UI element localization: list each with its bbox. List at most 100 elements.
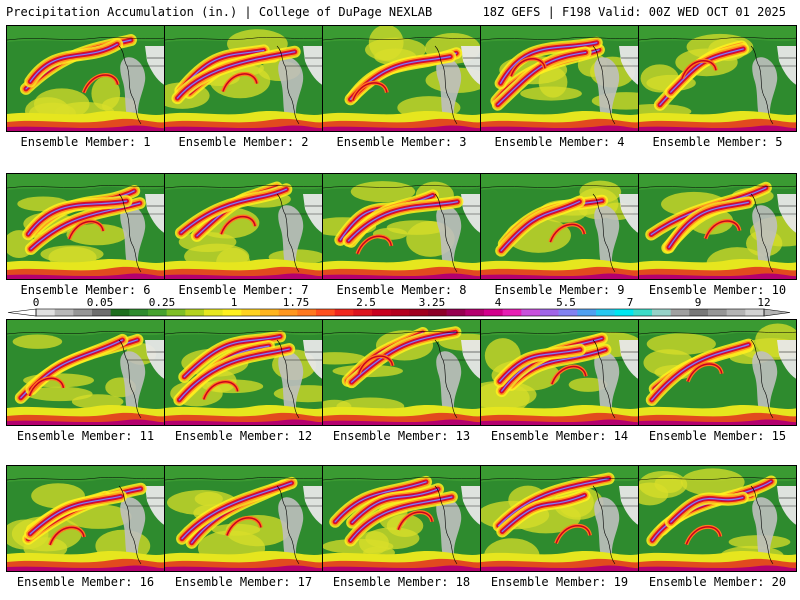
colorbar-swatch — [670, 309, 690, 316]
colorbar-tick-label: 5.5 — [556, 296, 576, 309]
precip-map — [323, 466, 480, 571]
colorbar-swatch — [372, 309, 391, 316]
ensemble-member-caption: Ensemble Member: 12 — [174, 429, 313, 443]
ensemble-member-caption: Ensemble Member: 3 — [336, 135, 467, 149]
ensemble-member-panel — [638, 465, 797, 572]
precip-map — [165, 466, 322, 571]
colorbar-swatch — [92, 309, 111, 316]
colorbar-swatch — [633, 309, 653, 316]
ensemble-member-panel — [638, 173, 797, 280]
colorbar-swatch — [540, 309, 559, 316]
ensemble-member-caption: Ensemble Member: 14 — [490, 429, 629, 443]
ensemble-member-panel — [480, 173, 639, 280]
colorbar-tick-label: 1 — [231, 296, 238, 309]
colorbar-tick-label: 0.05 — [87, 296, 114, 309]
ensemble-member-caption: Ensemble Member: 17 — [174, 575, 313, 589]
colorbar-tick-label: 3.25 — [419, 296, 446, 309]
colorbar-tick-label: 9 — [695, 296, 702, 309]
precip-map — [481, 26, 638, 131]
colorbar-swatch — [521, 309, 541, 316]
ensemble-member-caption: Ensemble Member: 8 — [336, 283, 467, 297]
colorbar-swatch — [446, 309, 466, 316]
precip-map — [165, 26, 322, 131]
colorbar-tick-label: 7 — [627, 296, 634, 309]
ensemble-member-caption: Ensemble Member: 15 — [648, 429, 787, 443]
ensemble-member-caption: Ensemble Member: 7 — [178, 283, 309, 297]
colorbar-swatch — [726, 309, 746, 316]
ensemble-member-caption: Ensemble Member: 4 — [494, 135, 625, 149]
ensemble-member-caption: Ensemble Member: 6 — [20, 283, 151, 297]
ensemble-member-panel — [322, 319, 481, 426]
colorbar-swatch — [745, 309, 765, 316]
precipitation-colorbar: 0 0.05 0.25 1 1.75 2.5 3.25 4 5.5 7 9 12 — [7, 296, 791, 317]
colorbar-swatch — [689, 309, 709, 316]
ensemble-member-panel — [164, 173, 323, 280]
precip-map — [639, 320, 796, 425]
ensemble-member-panel — [164, 465, 323, 572]
precip-map — [7, 320, 164, 425]
run-valid-time: 18Z GEFS | F198 Valid: 00Z WED OCT 01 20… — [482, 5, 786, 19]
colorbar-swatch — [73, 309, 93, 316]
ensemble-member-caption: Ensemble Member: 20 — [648, 575, 787, 589]
colorbar-swatch — [166, 309, 186, 316]
colorbar-swatch — [316, 309, 335, 316]
ensemble-member-caption: Ensemble Member: 19 — [490, 575, 629, 589]
colorbar-swatch — [409, 309, 429, 316]
colorbar-swatch — [129, 309, 149, 316]
colorbar-tick-label: 2.5 — [356, 296, 376, 309]
colorbar-swatch — [558, 309, 578, 316]
colorbar-swatch — [428, 309, 447, 316]
precip-map — [7, 26, 164, 131]
colorbar-swatch — [484, 309, 503, 316]
ensemble-member-caption: Ensemble Member: 16 — [16, 575, 155, 589]
ensemble-member-panel — [164, 319, 323, 426]
ensemble-member-caption: Ensemble Member: 2 — [178, 135, 309, 149]
colorbar-tick-label: 0 — [33, 296, 40, 309]
precip-map — [7, 466, 164, 571]
page-title: Precipitation Accumulation (in.) | Colle… — [6, 5, 433, 19]
colorbar-tick-label: 4 — [495, 296, 502, 309]
precip-map — [481, 320, 638, 425]
colorbar-swatch — [502, 309, 522, 316]
ensemble-member-panel — [6, 25, 165, 132]
colorbar-tick-label: 12 — [757, 296, 770, 309]
precip-map — [639, 174, 796, 279]
precip-map — [165, 174, 322, 279]
ensemble-member-panel — [480, 465, 639, 572]
ensemble-member-caption: Ensemble Member: 18 — [332, 575, 471, 589]
precip-map — [323, 26, 480, 131]
colorbar-swatch — [260, 309, 279, 316]
colorbar-swatch — [241, 309, 261, 316]
ensemble-member-panel — [164, 25, 323, 132]
colorbar-swatch — [185, 309, 205, 316]
ensemble-member-panel — [6, 465, 165, 572]
precip-map — [323, 174, 480, 279]
colorbar-swatch — [708, 309, 727, 316]
ensemble-member-caption: Ensemble Member: 11 — [16, 429, 155, 443]
colorbar-tick-label: 0.25 — [149, 296, 176, 309]
colorbar-tick-label: 1.75 — [283, 296, 310, 309]
colorbar-swatch — [390, 309, 410, 316]
ensemble-member-panel — [6, 319, 165, 426]
ensemble-member-caption: Ensemble Member: 1 — [20, 135, 151, 149]
colorbar-swatch — [54, 309, 74, 316]
colorbar-left-arrow — [7, 308, 37, 317]
colorbar-swatch — [465, 309, 485, 316]
ensemble-member-panel — [638, 25, 797, 132]
ensemble-member-panel — [480, 319, 639, 426]
colorbar-swatch — [577, 309, 597, 316]
colorbar-swatch — [204, 309, 223, 316]
precip-map — [639, 26, 796, 131]
ensemble-member-caption: Ensemble Member: 5 — [652, 135, 783, 149]
colorbar-swatch — [222, 309, 242, 316]
precip-map — [323, 320, 480, 425]
ensemble-member-panel — [638, 319, 797, 426]
ensemble-member-caption: Ensemble Member: 13 — [332, 429, 471, 443]
colorbar-swatch — [297, 309, 317, 316]
precip-map — [7, 174, 164, 279]
precip-map — [481, 174, 638, 279]
colorbar-swatch — [36, 309, 55, 316]
precip-map — [165, 320, 322, 425]
precip-map — [481, 466, 638, 571]
colorbar-swatch — [614, 309, 634, 316]
